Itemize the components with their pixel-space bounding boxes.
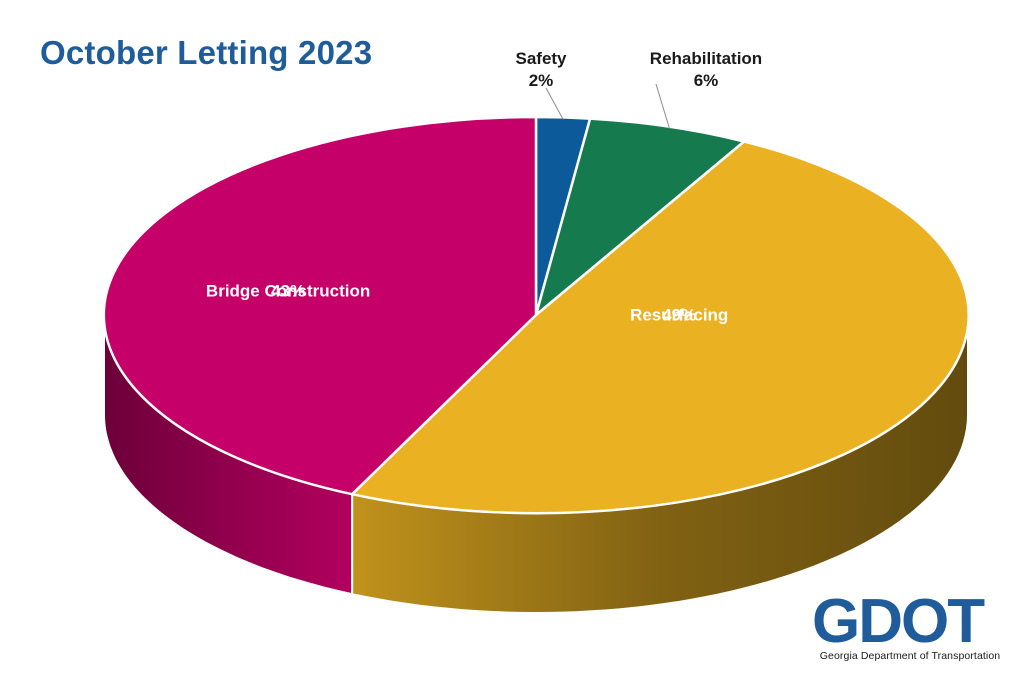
- logo-subtitle: Georgia Department of Transportation: [819, 650, 1001, 662]
- pie-slice-rehabilitation: [534, 117, 746, 317]
- pie-slice-resurfacing: [350, 140, 970, 515]
- pie-leader-lines: [545, 83, 670, 129]
- label-resurfacing: Resurfacing49%: [630, 305, 728, 324]
- chart-title: October Letting 2023: [40, 34, 373, 71]
- logo-wordmark: GDOT: [812, 592, 985, 650]
- gdot-logo: GDOT: [812, 587, 1008, 666]
- pie-labels: Safety 2% Rehabilitation 6% Resurfacing49% Br…: [206, 49, 762, 324]
- leader-line-safety: [545, 87, 564, 120]
- pie-slice-bridge-construction: [102, 115, 538, 496]
- label-rehabilitation: Rehabilitation 6%: [650, 49, 762, 90]
- pie-top-slices: [102, 115, 970, 515]
- leader-line-rehabilitation: [655, 83, 670, 129]
- label-safety: Safety 2%: [515, 49, 567, 90]
- label-bridge-construction: Bridge Construction43%: [206, 281, 370, 300]
